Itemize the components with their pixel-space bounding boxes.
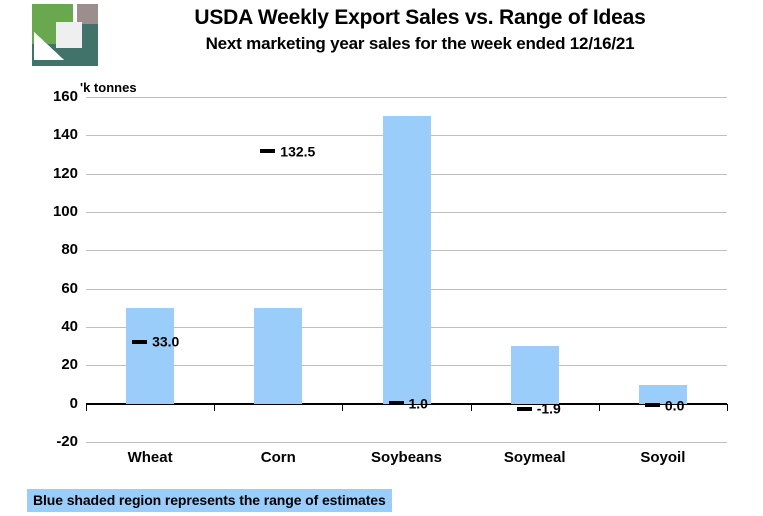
x-axis-category-label: Soybeans — [371, 449, 442, 466]
legend-note: Blue shaded region represents the range … — [27, 489, 392, 512]
marker-value-label: 132.5 — [280, 143, 316, 159]
range-bar-soymeal — [510, 346, 559, 404]
x-axis-category-label: Corn — [260, 449, 296, 466]
x-axis-category-label: Soymeal — [503, 449, 566, 466]
zero-axis-line — [86, 402, 727, 405]
actual-value-marker-corn: 132.5 — [260, 143, 315, 158]
y-axis-tick-label: 80 — [61, 241, 78, 259]
range-bar-corn — [254, 307, 303, 404]
gridline — [86, 442, 727, 443]
marker-value-label: -1.9 — [536, 400, 561, 417]
y-axis-tick-label: 60 — [61, 279, 78, 297]
y-axis-tick-label: 140 — [52, 126, 78, 144]
y-axis-units-label: 'k tonnes — [80, 80, 137, 95]
x-axis-category-label: Wheat — [127, 449, 173, 466]
x-axis-tick — [86, 404, 87, 411]
x-axis-category-label: Soyoil — [640, 449, 686, 466]
y-axis-tick-label: 0 — [69, 394, 78, 412]
range-bar-wheat — [126, 307, 175, 404]
actual-value-marker-soyoil: 0.0 — [644, 396, 685, 413]
x-axis-tick — [727, 404, 728, 411]
y-axis-tick-label: -20 — [56, 433, 78, 450]
logo-mauve-block — [77, 4, 98, 24]
range-bar-soyoil — [638, 384, 687, 404]
y-axis-tick-labels: 160 140 120 100 80 60 40 20 0 -20 — [18, 88, 78, 450]
x-axis-tick — [342, 404, 344, 411]
x-axis-tick — [598, 404, 600, 411]
actual-value-marker-wheat: 33.0 — [132, 333, 180, 350]
plot-area: Wheat Corn Soybeans Soymeal Soyoil 33.0 1.0 -1.… — [86, 97, 728, 466]
y-axis-tick-label: 120 — [52, 164, 78, 182]
y-axis-tick-label: 20 — [61, 356, 78, 374]
x-axis-tick — [470, 404, 472, 411]
y-axis-tick-label: 160 — [52, 88, 78, 105]
range-bar-soybeans — [382, 116, 431, 404]
actual-value-marker-soybeans: 1.0 — [388, 395, 428, 412]
marker-dash-icon — [388, 401, 404, 406]
actual-value-marker-soymeal: -1.9 — [516, 400, 561, 417]
marker-value-label: 0.0 — [664, 396, 685, 413]
chart-title: USDA Weekly Export Sales vs. Range of Id… — [194, 6, 646, 29]
marker-dash-icon — [644, 402, 660, 407]
marker-dash-icon — [260, 149, 276, 153]
chart-subtitle: Next marketing year sales for the week e… — [205, 34, 635, 53]
company-logo — [32, 4, 98, 66]
marker-value-label: 33.0 — [152, 333, 180, 350]
x-axis-tick — [214, 404, 216, 411]
gridline — [86, 97, 727, 98]
y-axis-tick-label: 40 — [61, 318, 78, 335]
marker-dash-icon — [132, 339, 148, 344]
marker-value-label: 1.0 — [408, 395, 428, 412]
logo-white-square — [56, 22, 82, 48]
y-axis-tick-label: 100 — [52, 203, 78, 220]
marker-dash-icon — [516, 406, 532, 411]
